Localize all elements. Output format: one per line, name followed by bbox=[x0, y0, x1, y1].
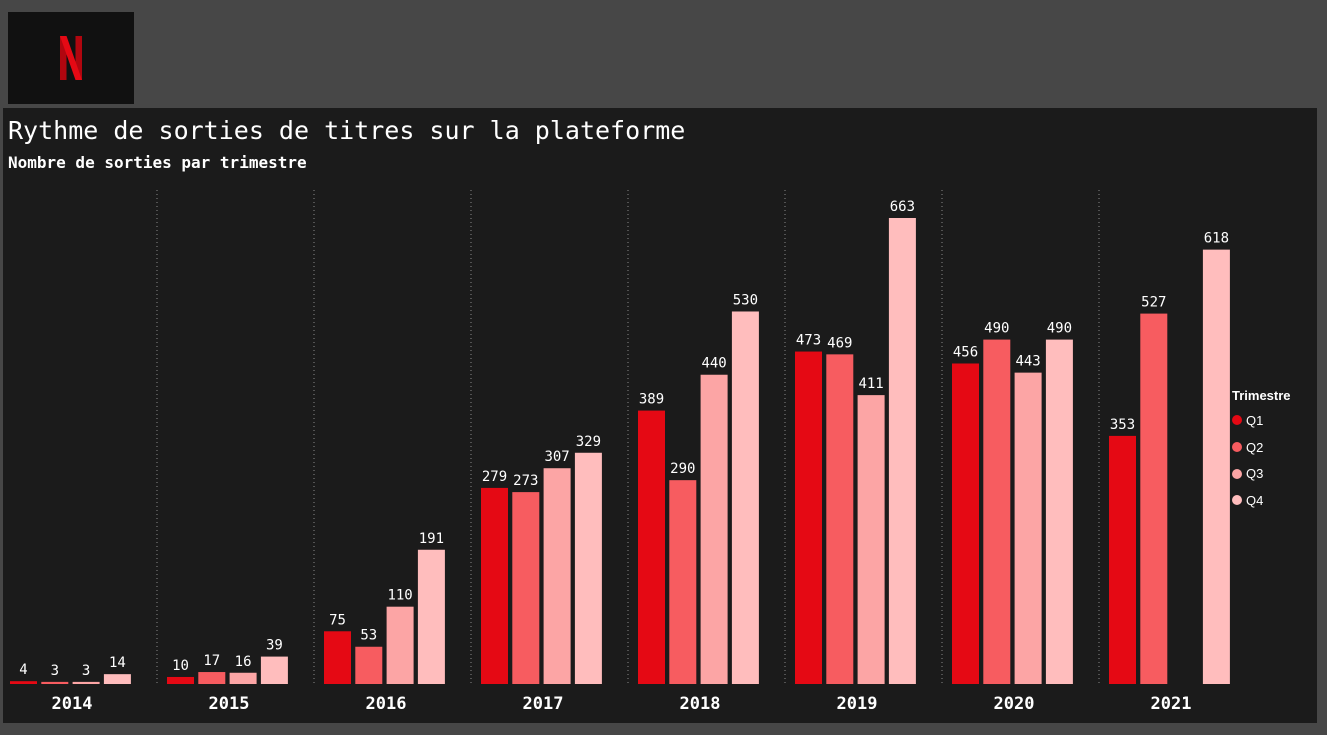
data-label: 3 bbox=[51, 663, 59, 679]
legend-label: Q4 bbox=[1246, 492, 1264, 508]
bar-2021-q1[interactable] bbox=[1109, 435, 1136, 684]
bar-2014-q1[interactable] bbox=[10, 681, 37, 684]
bar-2019-q2[interactable] bbox=[826, 354, 854, 684]
bar-2016-q4[interactable] bbox=[417, 549, 445, 684]
bar-2020-q3[interactable] bbox=[1014, 372, 1042, 684]
data-label: 53 bbox=[360, 628, 377, 644]
legend-swatch bbox=[1232, 468, 1242, 479]
x-tick-label: 2020 bbox=[994, 694, 1035, 714]
x-tick-label: 2021 bbox=[1151, 694, 1192, 714]
chart-title: Rythme de sorties de titres sur la plate… bbox=[8, 116, 686, 145]
data-label: 473 bbox=[796, 333, 821, 349]
data-label: 17 bbox=[203, 653, 220, 669]
data-label: 353 bbox=[1110, 417, 1135, 433]
netflix-n-icon bbox=[60, 36, 82, 80]
data-label: 663 bbox=[890, 199, 915, 215]
bar-2018-q1[interactable] bbox=[638, 410, 665, 684]
data-label: 469 bbox=[827, 335, 852, 351]
bar-2021-q2[interactable] bbox=[1140, 313, 1168, 684]
data-label: 14 bbox=[109, 655, 126, 671]
bar-2020-q1[interactable] bbox=[952, 363, 979, 684]
bar-2015-q4[interactable] bbox=[260, 656, 288, 684]
legend-label: Q1 bbox=[1246, 412, 1264, 428]
bar-2021-q4[interactable] bbox=[1202, 249, 1230, 684]
legend-item-q1[interactable]: Q1 bbox=[1232, 407, 1312, 434]
legend-item-q3[interactable]: Q3 bbox=[1232, 460, 1312, 487]
data-label: 456 bbox=[953, 344, 978, 360]
bar-2017-q1[interactable] bbox=[481, 487, 508, 684]
data-label: 290 bbox=[670, 461, 695, 477]
x-tick-label: 2015 bbox=[209, 694, 250, 714]
x-tick-label: 2019 bbox=[837, 694, 878, 714]
bar-2014-q2[interactable] bbox=[41, 681, 69, 684]
data-label: 307 bbox=[544, 449, 569, 465]
bar-2017-q3[interactable] bbox=[543, 468, 571, 684]
bar-2018-q2[interactable] bbox=[669, 480, 697, 684]
chart-subtitle: Nombre de sorties par trimestre bbox=[8, 153, 307, 172]
bar-2018-q4[interactable] bbox=[731, 311, 759, 684]
x-tick-label: 2018 bbox=[680, 694, 721, 714]
legend-swatch bbox=[1232, 442, 1242, 453]
data-label: 273 bbox=[513, 473, 538, 489]
data-label: 16 bbox=[235, 654, 252, 670]
legend-swatch bbox=[1232, 415, 1242, 426]
bar-2018-q3[interactable] bbox=[700, 374, 728, 684]
bar-2017-q2[interactable] bbox=[512, 492, 540, 684]
legend-label: Q2 bbox=[1246, 439, 1264, 455]
netflix-logo bbox=[8, 12, 134, 104]
legend-item-q2[interactable]: Q2 bbox=[1232, 434, 1312, 461]
data-label: 440 bbox=[701, 356, 726, 372]
data-label: 191 bbox=[419, 531, 444, 547]
data-label: 110 bbox=[387, 588, 412, 604]
bar-2014-q4[interactable] bbox=[103, 674, 131, 684]
bar-2015-q1[interactable] bbox=[167, 676, 194, 684]
bar-2015-q3[interactable] bbox=[229, 672, 257, 684]
x-tick-label: 2014 bbox=[52, 694, 93, 714]
data-label: 39 bbox=[266, 638, 283, 654]
data-label: 3 bbox=[82, 663, 90, 679]
data-label: 389 bbox=[639, 392, 664, 408]
x-tick-label: 2017 bbox=[523, 694, 564, 714]
data-label: 4 bbox=[19, 662, 27, 678]
bar-2015-q2[interactable] bbox=[198, 672, 226, 684]
data-label: 329 bbox=[576, 434, 601, 450]
bar-2020-q4[interactable] bbox=[1045, 339, 1073, 684]
bar-2019-q4[interactable] bbox=[888, 218, 916, 684]
bar-2020-q2[interactable] bbox=[983, 339, 1011, 684]
legend-title: Trimestre bbox=[1232, 388, 1291, 403]
data-label: 618 bbox=[1204, 231, 1229, 247]
x-tick-label: 2016 bbox=[366, 694, 407, 714]
data-label: 490 bbox=[1047, 321, 1072, 337]
data-label: 279 bbox=[482, 469, 507, 485]
bar-2016-q3[interactable] bbox=[386, 606, 414, 684]
bar-2019-q3[interactable] bbox=[857, 395, 885, 684]
legend-label: Q3 bbox=[1246, 466, 1264, 482]
bar-2017-q4[interactable] bbox=[574, 452, 602, 684]
data-label: 10 bbox=[172, 658, 189, 674]
bar-2019-q1[interactable] bbox=[795, 351, 822, 684]
bar-2016-q1[interactable] bbox=[324, 631, 351, 684]
bar-2016-q2[interactable] bbox=[355, 646, 383, 684]
data-label: 75 bbox=[329, 612, 346, 628]
legend-swatch bbox=[1232, 495, 1242, 506]
data-label: 530 bbox=[733, 292, 758, 308]
legend-item-q4[interactable]: Q4 bbox=[1232, 487, 1312, 514]
chart-legend: Trimestre Q1 Q2 Q3 Q4 bbox=[1232, 388, 1312, 514]
data-label: 490 bbox=[984, 321, 1009, 337]
bar-2014-q3[interactable] bbox=[72, 681, 100, 684]
data-label: 443 bbox=[1015, 354, 1040, 370]
data-label: 527 bbox=[1141, 295, 1166, 311]
data-label: 411 bbox=[858, 376, 883, 392]
